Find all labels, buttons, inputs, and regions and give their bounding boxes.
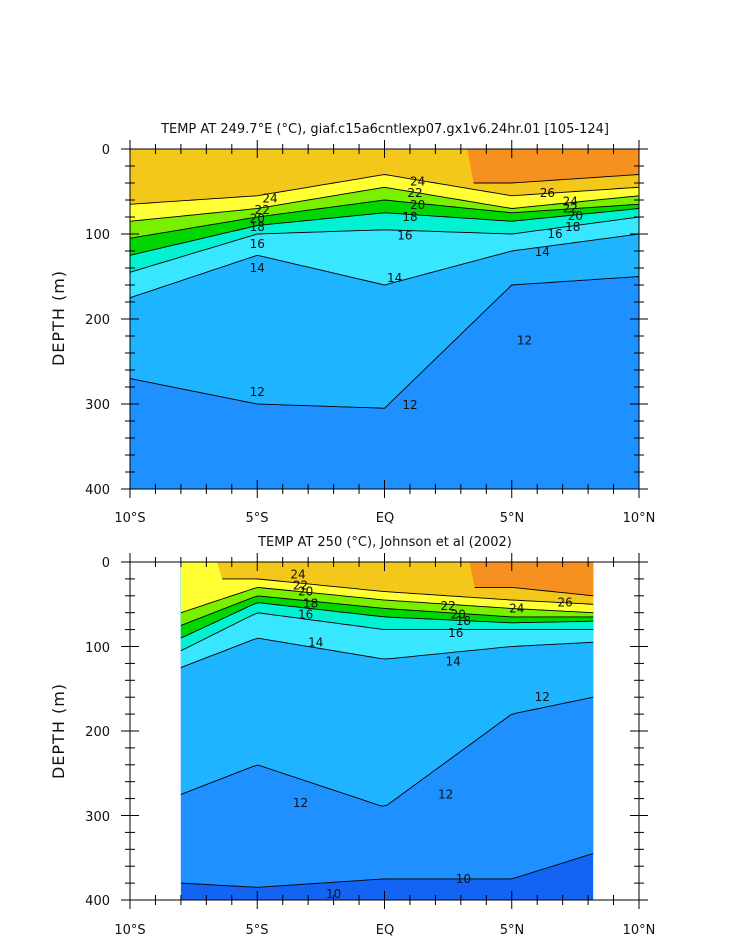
contour-value-label: 18	[303, 596, 318, 610]
contour-value-label: 24	[290, 568, 305, 582]
y-tick-label: 200	[85, 313, 110, 328]
isotherm-line	[129, 233, 640, 299]
isotherm-line	[129, 199, 640, 239]
contour-value-label: 24	[563, 195, 578, 209]
isotherm-line	[222, 578, 594, 605]
x-tick-label: 5°N	[500, 511, 525, 526]
contour-value-label: 16	[448, 626, 463, 640]
chart-title: TEMP AT 249.7°E (°C), giaf.c15a6cntlexp0…	[160, 122, 609, 137]
contour-value-label: 16	[298, 607, 313, 621]
isotherm-line	[180, 853, 594, 888]
contour-value-label: 14	[250, 261, 265, 275]
isotherm-line	[180, 637, 594, 669]
isotherm-line	[129, 174, 640, 205]
y-tick-label: 400	[85, 894, 110, 909]
contour-value-label: 20	[568, 209, 583, 223]
contour-value-label: 12	[293, 796, 308, 810]
contour-value-label: 22	[293, 579, 308, 593]
contour-value-label: 10	[326, 887, 341, 901]
filled-contours	[180, 562, 594, 900]
y-axis-label: DEPTH (m)	[49, 683, 68, 779]
x-tick-label: 5°S	[245, 511, 268, 526]
contour-value-label: 20	[298, 585, 313, 599]
contour-value-label: 16	[397, 229, 412, 243]
contour-value-label: 24	[509, 602, 524, 616]
panel-bottom: TEMP AT 250 (°C), Johnson et al (2002) D…	[49, 535, 655, 938]
contour-lines	[129, 174, 640, 409]
contour-value-label: 22	[440, 599, 455, 613]
isotherm-line	[180, 696, 594, 807]
contour-labels: 2422201816142422201816142624222018161412…	[250, 174, 583, 412]
y-tick-label: 0	[102, 143, 110, 158]
contour-value-label: 24	[262, 191, 277, 205]
contour-value-label: 12	[402, 398, 417, 412]
isotherm-line	[180, 595, 594, 626]
contour-lines	[180, 578, 594, 888]
y-tick-label: 400	[85, 483, 110, 498]
contour-value-label: 26	[540, 186, 555, 200]
y-tick-label: 300	[85, 810, 110, 825]
isotherm-line	[129, 216, 640, 273]
contour-value-label: 22	[563, 202, 578, 216]
x-tick-label: 5°S	[245, 923, 268, 938]
axis-ticks	[121, 140, 648, 498]
x-tick-label: 10°N	[623, 511, 656, 526]
contour-value-label: 18	[250, 220, 265, 234]
x-tick-label: EQ	[376, 923, 394, 938]
y-tick-labels: 0 100 200 300 400	[85, 143, 110, 498]
x-tick-labels: 10°S 5°S EQ 5°N 10°N	[114, 511, 655, 526]
contour-value-label: 10	[456, 872, 471, 886]
x-tick-labels: 10°S 5°S EQ 5°N 10°N	[114, 923, 655, 938]
contour-value-label: 12	[438, 787, 453, 801]
contour-value-label: 16	[250, 237, 265, 251]
chart-title: TEMP AT 250 (°C), Johnson et al (2002)	[257, 535, 512, 550]
isotherm-line	[129, 186, 640, 222]
isotherm-line	[129, 276, 640, 409]
y-tick-label: 100	[85, 641, 110, 656]
x-tick-label: 10°S	[114, 923, 145, 938]
isotherm-line	[129, 208, 640, 256]
contour-value-label: 12	[517, 333, 532, 347]
x-tick-label: EQ	[376, 511, 394, 526]
contour-value-label: 12	[535, 690, 550, 704]
contour-value-label: 14	[446, 655, 461, 669]
contour-value-label: 18	[456, 614, 471, 628]
contour-value-label: 20	[410, 198, 425, 212]
y-tick-label: 100	[85, 228, 110, 243]
contour-value-label: 18	[402, 210, 417, 224]
contour-value-label: 14	[387, 271, 402, 285]
contour-value-label: 14	[308, 635, 323, 649]
filled-contours	[130, 149, 639, 489]
contour-value-label: 16	[547, 227, 562, 241]
contour-value-label: 20	[451, 607, 466, 621]
contour-value-label: 18	[565, 220, 580, 234]
isotherm-line	[474, 586, 594, 597]
y-axis-label: DEPTH (m)	[49, 270, 68, 366]
contour-value-label: 20	[250, 212, 265, 226]
isotherm-line	[180, 602, 594, 639]
isotherm-line	[180, 586, 594, 614]
contour-value-label: 26	[558, 596, 573, 610]
isotherm-line	[473, 174, 640, 184]
contour-value-label: 22	[255, 203, 270, 217]
x-tick-label: 10°N	[623, 923, 656, 938]
x-tick-label: 5°N	[500, 923, 525, 938]
contour-value-label: 24	[410, 174, 425, 188]
y-tick-label: 300	[85, 398, 110, 413]
contour-value-label: 14	[535, 245, 550, 259]
panel-top: TEMP AT 249.7°E (°C), giaf.c15a6cntlexp0…	[49, 122, 655, 526]
axis-ticks	[121, 553, 648, 909]
y-tick-label: 0	[102, 556, 110, 571]
contour-value-label: 12	[250, 385, 265, 399]
contour-value-label: 22	[407, 186, 422, 200]
isotherm-line	[180, 612, 594, 652]
y-tick-labels: 0 100 200 300 400	[85, 556, 110, 909]
x-tick-label: 10°S	[114, 511, 145, 526]
y-tick-label: 200	[85, 725, 110, 740]
